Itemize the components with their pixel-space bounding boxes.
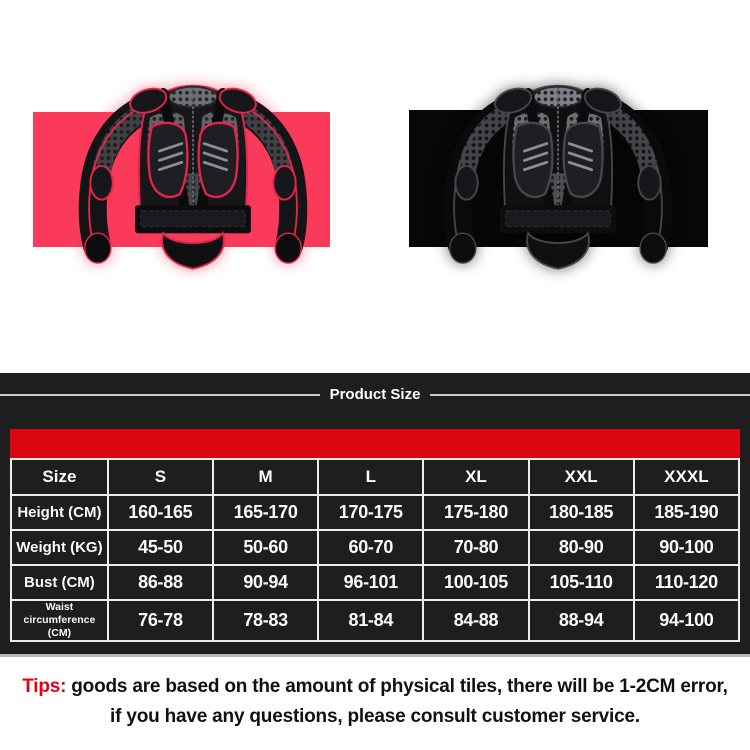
cell-weight-xxxl: 90-100 bbox=[632, 529, 741, 566]
row-label-waist: Waist circumference (CM) bbox=[10, 598, 109, 643]
size-table: Size S M L XL XXL XXXL Height (CM) 160-1… bbox=[10, 458, 741, 643]
cell-waist-xl: 84-88 bbox=[422, 598, 530, 643]
red-banner bbox=[10, 429, 740, 458]
cell-waist-l: 81-84 bbox=[317, 598, 425, 643]
header-cell-s: S bbox=[106, 458, 215, 496]
header-cell-m: M bbox=[211, 458, 320, 496]
cell-bust-xxxl: 110-120 bbox=[632, 564, 741, 601]
product-photo-black-jacket bbox=[418, 63, 698, 297]
cell-waist-xxxl: 94-100 bbox=[632, 598, 741, 643]
header-cell-size: Size bbox=[10, 458, 109, 496]
table-row-bust: Bust (CM) 86-88 90-94 96-101 100-105 105… bbox=[10, 564, 741, 601]
table-row-height: Height (CM) 160-165 165-170 170-175 175-… bbox=[10, 494, 741, 531]
tips-section: Tips: goods are based on the amount of ph… bbox=[0, 657, 750, 750]
cell-height-xxxl: 185-190 bbox=[632, 494, 741, 531]
title-divider-left bbox=[0, 393, 320, 396]
cell-weight-xxl: 80-90 bbox=[527, 529, 635, 566]
header-cell-l: L bbox=[317, 458, 425, 496]
cell-height-xxl: 180-185 bbox=[527, 494, 635, 531]
cell-bust-xxl: 105-110 bbox=[527, 564, 635, 601]
armor-jacket-red-image bbox=[78, 84, 308, 270]
product-photo-red-jacket bbox=[53, 63, 333, 297]
cell-weight-l: 60-70 bbox=[317, 529, 425, 566]
title-divider-right bbox=[430, 393, 750, 396]
armor-jacket-black-image bbox=[443, 84, 673, 270]
cell-bust-xl: 100-105 bbox=[422, 564, 530, 601]
cell-bust-m: 90-94 bbox=[211, 564, 320, 601]
section-title: Product Size bbox=[329, 386, 421, 403]
cell-weight-m: 50-60 bbox=[211, 529, 320, 566]
row-label-weight: Weight (KG) bbox=[10, 529, 109, 566]
row-label-bust: Bust (CM) bbox=[10, 564, 109, 601]
tips-label: Tips: bbox=[22, 676, 67, 697]
cell-bust-s: 86-88 bbox=[106, 564, 215, 601]
cell-waist-m: 78-83 bbox=[211, 598, 320, 643]
row-label-height: Height (CM) bbox=[10, 494, 109, 531]
header-cell-xxxl: XXXL bbox=[632, 458, 741, 496]
cell-height-m: 165-170 bbox=[211, 494, 320, 531]
table-row-waist: Waist circumference (CM) 76-78 78-83 81-… bbox=[10, 598, 741, 643]
size-chart-section: Product Size Size S M L XL XXL XXXL Heig… bbox=[0, 373, 750, 657]
section-title-row: Product Size bbox=[0, 386, 750, 403]
cell-height-s: 160-165 bbox=[106, 494, 215, 531]
tips-text-1: goods are based on the amount of physica… bbox=[71, 676, 728, 697]
cell-height-l: 170-175 bbox=[317, 494, 425, 531]
table-row-weight: Weight (KG) 45-50 50-60 60-70 70-80 80-9… bbox=[10, 529, 741, 566]
cell-waist-s: 76-78 bbox=[106, 598, 215, 643]
cell-weight-s: 45-50 bbox=[106, 529, 215, 566]
product-gallery bbox=[0, 0, 750, 373]
size-table-header-row: Size S M L XL XXL XXXL bbox=[10, 458, 741, 496]
tips-line-1: Tips: goods are based on the amount of ph… bbox=[0, 672, 750, 702]
header-cell-xxl: XXL bbox=[527, 458, 635, 496]
cell-height-xl: 175-180 bbox=[422, 494, 530, 531]
tips-line-2: if you have any questions, please consul… bbox=[110, 706, 640, 727]
cell-waist-xxl: 88-94 bbox=[527, 598, 635, 643]
cell-bust-l: 96-101 bbox=[317, 564, 425, 601]
header-cell-xl: XL bbox=[422, 458, 530, 496]
cell-weight-xl: 70-80 bbox=[422, 529, 530, 566]
